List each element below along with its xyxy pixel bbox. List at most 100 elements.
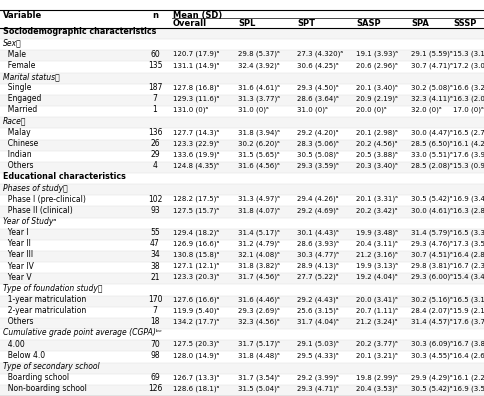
Text: 29.3 (6.00)ᵃ: 29.3 (6.00)ᵃ [411, 274, 453, 280]
Text: Chinese: Chinese [3, 139, 38, 148]
Text: Overall: Overall [173, 19, 207, 28]
Text: 7: 7 [152, 306, 157, 315]
Text: Below 4.0: Below 4.0 [3, 351, 45, 360]
Text: Variable: Variable [3, 11, 42, 20]
Text: 7: 7 [152, 94, 157, 103]
Text: 1: 1 [152, 105, 157, 114]
Bar [0, 206, 484, 217]
Text: 16.3 (2.06)ᵃ: 16.3 (2.06)ᵃ [453, 95, 484, 102]
Text: Phase I (pre-clinical): Phase I (pre-clinical) [3, 195, 86, 204]
Bar [0, 173, 484, 184]
Text: 29.1 (5.03)ᵃ: 29.1 (5.03)ᵃ [297, 341, 339, 347]
Text: 28.3 (5.06)ᵃ: 28.3 (5.06)ᵃ [297, 140, 339, 147]
Text: 30.3 (6.09)ᵃ: 30.3 (6.09)ᵃ [411, 341, 453, 347]
Text: 31.0 (0)ᵃ: 31.0 (0)ᵃ [297, 107, 328, 113]
Text: Married: Married [3, 105, 37, 114]
Text: 16.7 (3.87)ᵃ: 16.7 (3.87)ᵃ [453, 341, 484, 347]
Bar [0, 363, 484, 374]
Bar [0, 307, 484, 318]
Text: 15.4 (3.47)ᵃ: 15.4 (3.47)ᵃ [453, 274, 484, 280]
Text: SSSP: SSSP [453, 19, 476, 28]
Text: 128.0 (14.9)ᵃ: 128.0 (14.9)ᵃ [173, 352, 219, 358]
Text: Type of foundation studyᶉ: Type of foundation studyᶉ [3, 284, 103, 293]
Text: 15.3 (3.15)ᵃ: 15.3 (3.15)ᵃ [453, 51, 484, 57]
Text: Cumulative grade point average (CGPA)ᵇᶜ: Cumulative grade point average (CGPA)ᵇᶜ [3, 329, 162, 337]
Text: 127.6 (16.6)ᵃ: 127.6 (16.6)ᵃ [173, 296, 219, 303]
Text: 20.7 (1.11)ᵃ: 20.7 (1.11)ᵃ [356, 307, 398, 314]
Text: 27.3 (4.320)ᵃ: 27.3 (4.320)ᵃ [297, 51, 343, 57]
Text: SASP: SASP [356, 19, 380, 28]
Text: 19.9 (3.48)ᵃ: 19.9 (3.48)ᵃ [356, 229, 398, 236]
Bar [0, 195, 484, 206]
Text: 136: 136 [148, 128, 162, 137]
Text: 25.6 (3.15)ᵃ: 25.6 (3.15)ᵃ [297, 307, 339, 314]
Bar [0, 128, 484, 139]
Text: Type of secondary school: Type of secondary school [3, 362, 100, 371]
Text: 16.4 (2.84)ᵃ: 16.4 (2.84)ᵃ [453, 252, 484, 258]
Text: 127.5 (20.3)ᵃ: 127.5 (20.3)ᵃ [173, 341, 219, 347]
Text: Phase II (clinical): Phase II (clinical) [3, 206, 73, 215]
Text: 20.2 (3.42)ᵃ: 20.2 (3.42)ᵃ [356, 207, 397, 213]
Text: 17.0 (0)ᵃ: 17.0 (0)ᵃ [453, 107, 484, 113]
Text: 30.5 (5.42)ᵃ: 30.5 (5.42)ᵃ [411, 196, 453, 202]
Text: 29.3 (4.71)ᵃ: 29.3 (4.71)ᵃ [297, 385, 339, 392]
Text: 31.8 (4.48)ᵃ: 31.8 (4.48)ᵃ [238, 352, 280, 358]
Text: 16.9 (3.45)ᵃ: 16.9 (3.45)ᵃ [453, 196, 484, 202]
Bar [0, 340, 484, 351]
Text: 16.5 (3.38)ᵃ: 16.5 (3.38)ᵃ [453, 229, 484, 236]
Bar [0, 251, 484, 262]
Text: 133.6 (19.9)ᵃ: 133.6 (19.9)ᵃ [173, 151, 220, 158]
Text: 17.6 (3.99)ᵃ: 17.6 (3.99)ᵃ [453, 151, 484, 158]
Text: 1-year matriculation: 1-year matriculation [3, 295, 86, 304]
Text: 32.4 (3.92)ᵃ: 32.4 (3.92)ᵃ [238, 62, 280, 69]
Text: 19.9 (3.13)ᵃ: 19.9 (3.13)ᵃ [356, 263, 398, 269]
Text: 127.1 (12.1)ᵃ: 127.1 (12.1)ᵃ [173, 263, 219, 269]
Text: Female: Female [3, 61, 35, 70]
Text: 29: 29 [150, 150, 160, 159]
Text: 31.7 (3.54)ᵃ: 31.7 (3.54)ᵃ [238, 374, 280, 381]
Text: Malay: Malay [3, 128, 30, 137]
Bar [0, 84, 484, 95]
Text: 124.8 (4.35)ᵃ: 124.8 (4.35)ᵃ [173, 162, 219, 169]
Bar [0, 72, 484, 84]
Text: 20.1 (3.40)ᵃ: 20.1 (3.40)ᵃ [356, 84, 398, 91]
Text: 30.2 (5.16)ᵃ: 30.2 (5.16)ᵃ [411, 296, 453, 303]
Text: 34: 34 [150, 250, 160, 259]
Text: 32.0 (0)ᵃ: 32.0 (0)ᵃ [411, 107, 441, 113]
Text: 17.2 (3.01)ᵃ: 17.2 (3.01)ᵃ [453, 62, 484, 69]
Text: SPT: SPT [297, 19, 315, 28]
Bar [0, 162, 484, 173]
Text: Year III: Year III [3, 250, 33, 259]
Text: 15.3 (0.96)ᵃ: 15.3 (0.96)ᵃ [453, 162, 484, 169]
Text: 21.2 (3.24)ᵃ: 21.2 (3.24)ᵃ [356, 319, 397, 325]
Text: Phases of studyᶉ: Phases of studyᶉ [3, 183, 68, 192]
Text: 16.6 (3.22)ᵃ: 16.6 (3.22)ᵃ [453, 84, 484, 91]
Text: 31.8 (3.82)ᵃ: 31.8 (3.82)ᵃ [238, 263, 280, 269]
Bar [0, 184, 484, 195]
Text: 129.3 (11.6)ᵃ: 129.3 (11.6)ᵃ [173, 95, 219, 102]
Text: 31.6 (4.61)ᵃ: 31.6 (4.61)ᵃ [238, 84, 280, 91]
Text: 20.0 (3.41)ᵃ: 20.0 (3.41)ᵃ [356, 296, 398, 303]
Text: 170: 170 [148, 295, 162, 304]
Text: 31.4 (5.17)ᵃ: 31.4 (5.17)ᵃ [238, 229, 280, 236]
Bar [0, 106, 484, 117]
Text: 29.1 (5.59)ᵃ: 29.1 (5.59)ᵃ [411, 51, 453, 57]
Text: 126.7 (13.3)ᵃ: 126.7 (13.3)ᵃ [173, 374, 219, 381]
Bar [0, 217, 484, 229]
Text: SPL: SPL [238, 19, 256, 28]
Text: Year V: Year V [3, 273, 31, 282]
Text: Sociodemographic characteristics: Sociodemographic characteristics [3, 27, 156, 36]
Text: 20.1 (3.21)ᵃ: 20.1 (3.21)ᵃ [356, 352, 398, 358]
Text: 16.9 (3.58)ᵃ: 16.9 (3.58)ᵃ [453, 385, 484, 392]
Text: 29.8 (5.37)ᵃ: 29.8 (5.37)ᵃ [238, 51, 280, 57]
Text: Engaged: Engaged [3, 94, 41, 103]
Text: 70: 70 [150, 340, 160, 348]
Bar [0, 50, 484, 61]
Text: 28.9 (4.13)ᵃ: 28.9 (4.13)ᵃ [297, 263, 339, 269]
Text: 128.6 (18.1)ᵃ: 128.6 (18.1)ᵃ [173, 385, 219, 392]
Text: 30.5 (5.42)ᵃ: 30.5 (5.42)ᵃ [411, 385, 453, 392]
Bar [0, 61, 484, 72]
Bar [0, 150, 484, 162]
Text: 30.1 (4.43)ᵃ: 30.1 (4.43)ᵃ [297, 229, 339, 236]
Bar [0, 284, 484, 296]
